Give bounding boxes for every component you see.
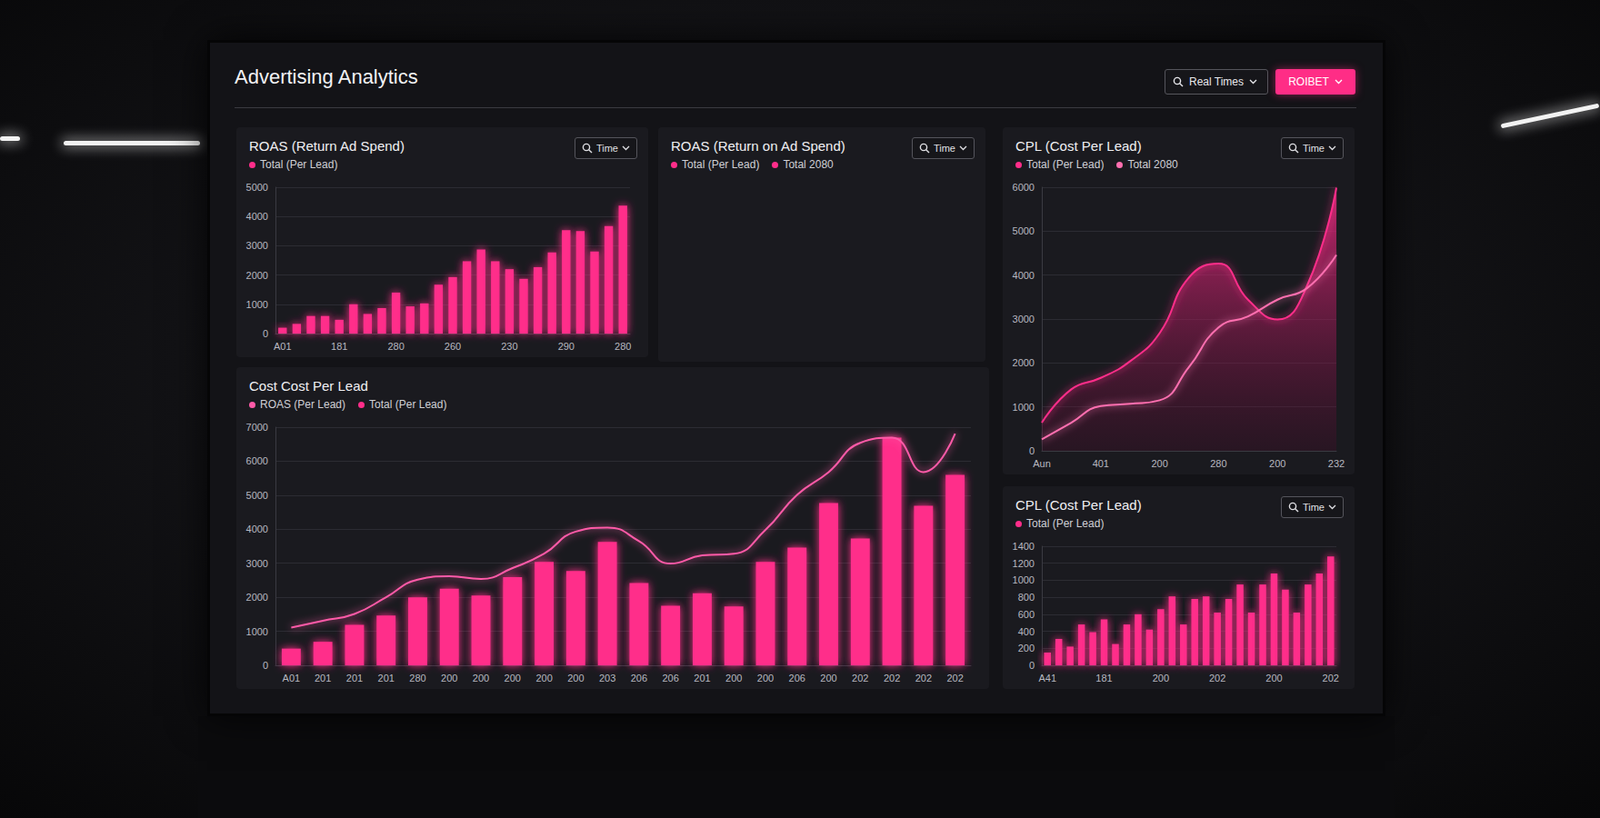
svg-text:7000: 7000 <box>246 421 269 433</box>
svg-text:181: 181 <box>1095 672 1112 684</box>
svg-text:201: 201 <box>693 672 710 684</box>
svg-text:200: 200 <box>1265 672 1282 684</box>
svg-text:2000: 2000 <box>246 270 269 281</box>
svg-text:0: 0 <box>262 660 269 671</box>
svg-text:401: 401 <box>1092 458 1110 470</box>
svg-text:181: 181 <box>330 340 348 352</box>
html-text:Time: Time <box>1302 501 1325 513</box>
svg-text:280: 280 <box>409 672 426 684</box>
svg-text:202: 202 <box>946 672 963 684</box>
svg-text:6000: 6000 <box>1012 181 1035 193</box>
svg-text:3000: 3000 <box>246 558 269 570</box>
svg-text:3000: 3000 <box>1012 313 1035 325</box>
svg-text:200: 200 <box>1018 642 1035 654</box>
html-text:Total 2080: Total 2080 <box>1127 158 1178 171</box>
svg-text:200: 200 <box>472 672 490 684</box>
svg-text:232: 232 <box>1328 458 1345 470</box>
svg-text:1000: 1000 <box>1012 401 1035 413</box>
svg-text:0: 0 <box>1029 660 1035 671</box>
svg-text:260: 260 <box>444 340 461 352</box>
svg-text:5000: 5000 <box>246 490 269 501</box>
svg-text:0: 0 <box>262 328 269 340</box>
svg-text:200: 200 <box>757 672 774 684</box>
svg-text:206: 206 <box>630 672 648 684</box>
svg-text:200: 200 <box>440 672 458 684</box>
html-text:Time: Time <box>933 142 956 154</box>
svg-text:800: 800 <box>1018 591 1035 603</box>
svg-text:201: 201 <box>378 672 395 684</box>
svg-text:1000: 1000 <box>246 626 269 638</box>
html-text:Total (Per Lead): Total (Per Lead) <box>260 158 338 171</box>
svg-text:1400: 1400 <box>1012 540 1035 552</box>
svg-text:1000: 1000 <box>1012 574 1035 586</box>
svg-text:5000: 5000 <box>246 181 269 193</box>
svg-text:280: 280 <box>1210 458 1227 470</box>
html-text:Total (Per Lead): Total (Per Lead) <box>681 158 760 171</box>
html-text:ROAS (Per Lead): ROAS (Per Lead) <box>260 398 346 411</box>
html-text:Time: Time <box>596 142 619 154</box>
html-text:CPL (Cost Per Lead): CPL (Cost Per Lead) <box>1015 138 1142 154</box>
svg-text:200: 200 <box>820 672 837 684</box>
svg-text:202: 202 <box>883 672 900 684</box>
html-text:Advertising Analytics: Advertising Analytics <box>234 65 418 89</box>
html-text:Cost Cost Per Lead: Cost Cost Per Lead <box>249 378 369 394</box>
svg-text:6000: 6000 <box>246 455 269 467</box>
svg-text:200: 200 <box>504 672 521 684</box>
svg-text:A01: A01 <box>273 340 292 352</box>
svg-text:202: 202 <box>1209 672 1226 684</box>
svg-text:200: 200 <box>1152 672 1170 684</box>
svg-text:1200: 1200 <box>1012 558 1035 570</box>
svg-text:600: 600 <box>1018 609 1035 620</box>
svg-text:280: 280 <box>614 340 631 352</box>
html-text:Time: Time <box>1302 142 1325 154</box>
svg-text:3000: 3000 <box>246 240 269 251</box>
svg-text:280: 280 <box>387 340 404 352</box>
svg-text:200: 200 <box>725 672 742 684</box>
svg-text:A01: A01 <box>282 672 301 684</box>
html-text:Real Times: Real Times <box>1189 75 1244 89</box>
svg-text:200: 200 <box>567 672 584 684</box>
svg-text:203: 203 <box>599 672 616 684</box>
html-text:CPL (Cost Per Lead): CPL (Cost Per Lead) <box>1015 497 1142 513</box>
svg-text:Aun: Aun <box>1032 458 1051 470</box>
svg-text:200: 200 <box>1150 458 1168 470</box>
html-text:ROIBET: ROIBET <box>1288 75 1329 89</box>
svg-text:2000: 2000 <box>246 591 269 603</box>
svg-text:202: 202 <box>915 672 932 684</box>
svg-text:290: 290 <box>558 340 575 352</box>
svg-text:4000: 4000 <box>246 210 269 222</box>
html-text:Total (Per Lead): Total (Per Lead) <box>369 398 447 411</box>
svg-text:2000: 2000 <box>1012 357 1035 369</box>
html-text:ROAS (Return Ad Spend): ROAS (Return Ad Spend) <box>249 138 405 154</box>
svg-text:200: 200 <box>535 672 552 684</box>
svg-text:202: 202 <box>1322 672 1340 684</box>
svg-text:400: 400 <box>1018 626 1035 638</box>
svg-text:201: 201 <box>346 672 363 684</box>
svg-text:201: 201 <box>314 672 331 684</box>
svg-text:206: 206 <box>661 672 679 684</box>
html-text:Total 2080: Total 2080 <box>783 158 834 171</box>
svg-text:0: 0 <box>1029 445 1035 457</box>
svg-text:5000: 5000 <box>1012 225 1035 237</box>
svg-text:4000: 4000 <box>1012 270 1035 281</box>
svg-text:1000: 1000 <box>246 299 269 310</box>
svg-text:A41: A41 <box>1038 672 1057 684</box>
html-text:Total (Per Lead): Total (Per Lead) <box>1026 517 1104 530</box>
svg-text:200: 200 <box>1269 458 1286 470</box>
svg-text:202: 202 <box>851 672 869 684</box>
html-text:ROAS (Return on Ad Spend): ROAS (Return on Ad Spend) <box>670 138 846 154</box>
svg-text:206: 206 <box>789 672 806 684</box>
svg-text:230: 230 <box>500 340 518 352</box>
svg-text:4000: 4000 <box>246 523 269 535</box>
html-text:Total (Per Lead): Total (Per Lead) <box>1026 158 1104 171</box>
